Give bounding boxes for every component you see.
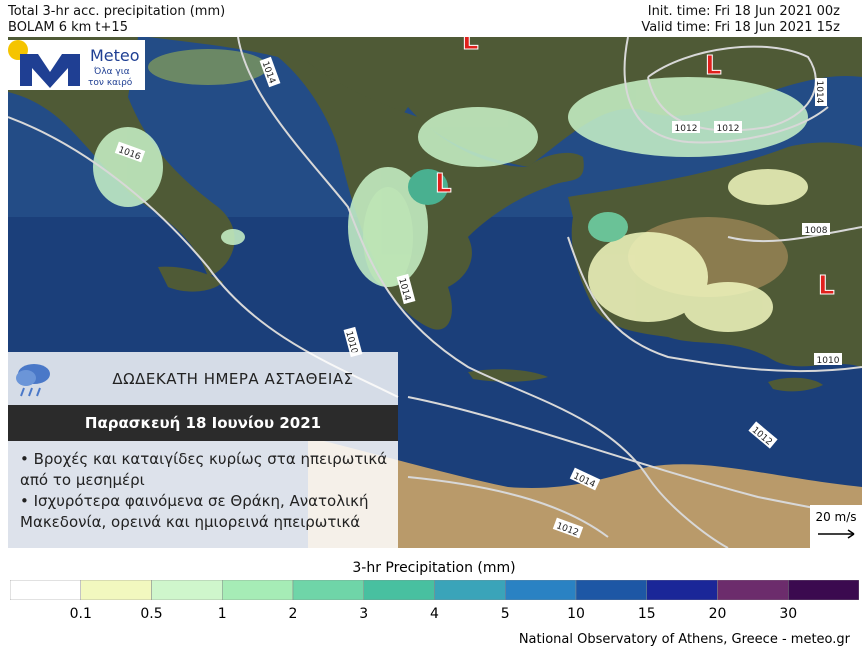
legend-tick-label: 15 xyxy=(637,606,656,622)
isobar-label-group: 1008 xyxy=(802,223,830,236)
isobar-label-group: 1012 xyxy=(672,121,700,134)
isobar-label-bg xyxy=(814,353,842,365)
legend-labels: 0.1 0.5 1 2 3 4 5 10 15 20 30 xyxy=(10,0,859,653)
wind-scale: 20 m/s xyxy=(810,505,862,548)
isobar-label-group: 1010 xyxy=(814,353,842,366)
wind-label: 20 m/s xyxy=(815,510,857,524)
legend-tick-label: 10 xyxy=(567,606,585,622)
legend-title: 3-hr Precipitation (mm) xyxy=(352,560,516,576)
isobar-label-group: 1012 xyxy=(714,121,742,134)
isobar-label-bg xyxy=(552,517,584,539)
colorbar xyxy=(10,580,859,600)
init-time: Init. time: Fri 18 Jun 2021 00z xyxy=(647,4,840,19)
logo-tagline: Όλα για xyxy=(94,67,130,77)
isobar-label-bg xyxy=(343,326,363,358)
isobar-label-bg xyxy=(714,121,742,133)
isobar-label-bg xyxy=(396,273,416,305)
legend-tick-label: 4 xyxy=(430,606,439,622)
rain-icon xyxy=(16,364,50,397)
model: BOLAM 6 km t+15 xyxy=(8,20,128,35)
title: Total 3-hr acc. precipitation (mm) xyxy=(8,4,226,19)
legend-tick-label: 5 xyxy=(500,606,510,622)
info-date: Παρασκευή 18 Ιουνίου 2021 xyxy=(8,405,398,441)
logo: Meteo Όλα για τον καιρό xyxy=(8,40,145,90)
low-pressure: L xyxy=(705,51,722,81)
legend-tick-label: 30 xyxy=(779,606,798,622)
isobar-label: 1010 xyxy=(817,356,840,366)
low-pressure: L xyxy=(435,169,452,199)
legend-tick-label: 3 xyxy=(359,606,369,622)
isobar-label-bg xyxy=(569,467,601,491)
legend-tick-label: 0.1 xyxy=(69,606,92,622)
isobar-label-bg xyxy=(748,421,778,449)
isobar-label-bg xyxy=(802,223,830,235)
footer: National Observatory of Athens, Greece -… xyxy=(518,632,850,647)
colorbar-segment xyxy=(788,580,859,600)
info-title: ΔΩΔΕΚΑΤΗ ΗΜΕΡΑ ΑΣΤΑΘΕΙΑΣ xyxy=(112,370,354,388)
low-pressure: L xyxy=(462,37,479,56)
isobar-label: 1014 xyxy=(814,81,824,104)
legend-tick-label: 2 xyxy=(288,606,298,622)
isobar-label: 1008 xyxy=(805,226,828,236)
legend-tick-label: 20 xyxy=(708,606,727,622)
isobar-label-bg xyxy=(259,56,281,88)
isobar-label-bg xyxy=(114,141,146,163)
isobar-label: 1012 xyxy=(717,124,740,134)
isobar-label-bg xyxy=(672,121,700,133)
wind-arrow xyxy=(818,529,855,539)
isobar-label-group: 1014 xyxy=(814,78,827,106)
logo-tagline: τον καιρό xyxy=(88,78,133,88)
info-header: ΔΩΔΕΚΑΤΗ ΗΜΕΡΑ ΑΣΤΑΘΕΙΑΣ xyxy=(8,352,398,405)
legend-tick-label: 1 xyxy=(217,606,227,622)
logo-mark xyxy=(8,40,80,88)
legend-tick-label: 0.5 xyxy=(140,606,163,622)
info-body: • Βροχές και καταιγίδες κυρίως στα ηπειρ… xyxy=(8,441,398,548)
valid-time: Valid time: Fri 18 Jun 2021 15z xyxy=(641,20,840,35)
logo-name: Meteo xyxy=(90,46,140,65)
isobar-label-bg xyxy=(815,78,827,106)
isobar-label: 1012 xyxy=(675,124,698,134)
low-pressure: L xyxy=(818,271,835,301)
bullet: • Βροχές και καταιγίδες κυρίως στα ηπειρ… xyxy=(20,450,388,489)
bullet: • Ισχυρότερα φαινόμενα σε Θράκη, Ανατολι… xyxy=(20,492,369,531)
